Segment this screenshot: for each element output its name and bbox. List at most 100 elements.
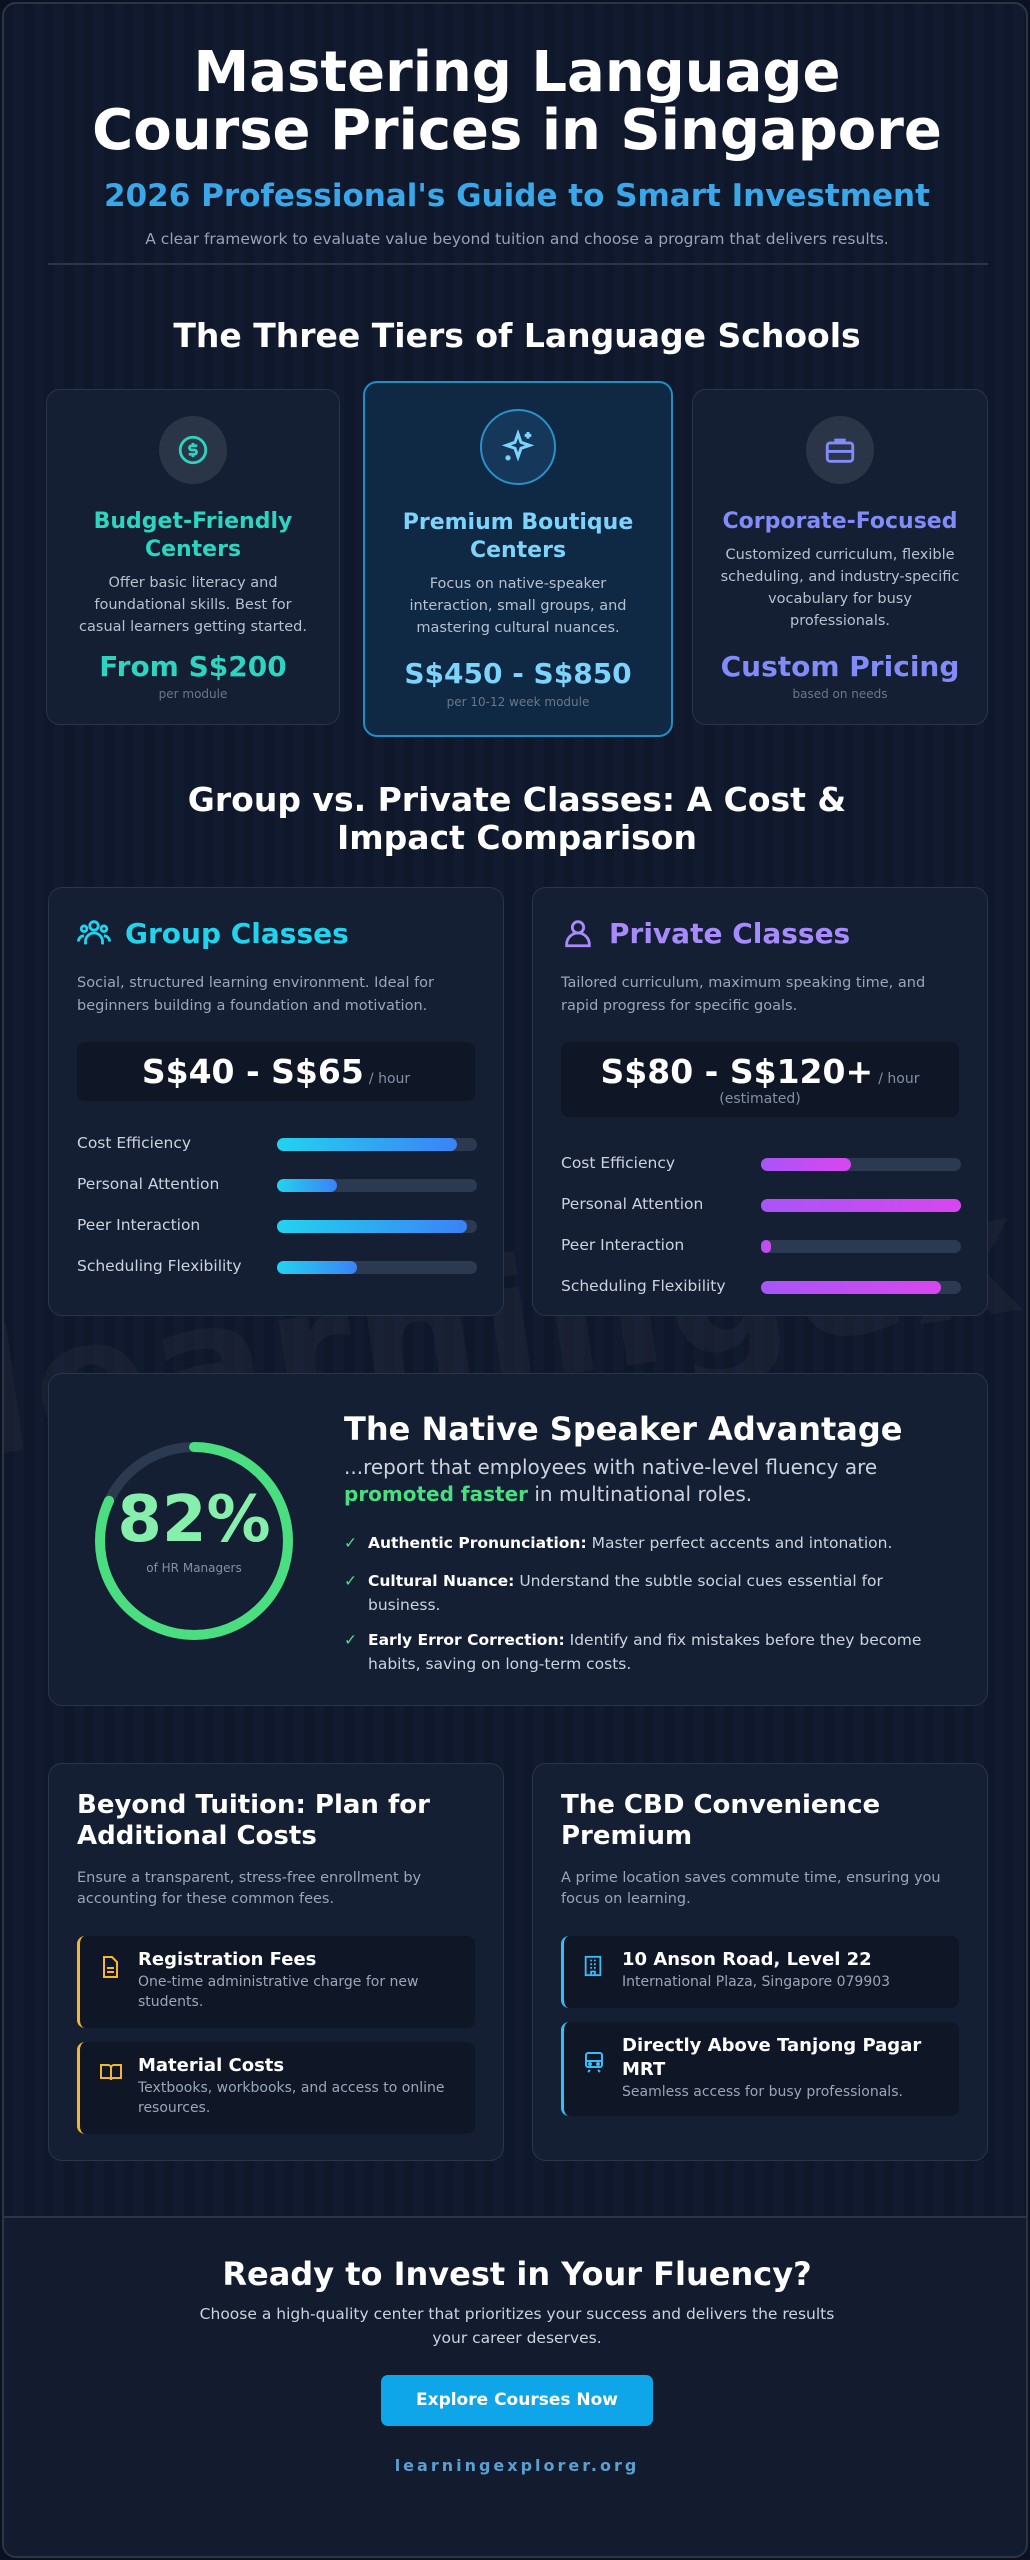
bar-label: Cost Efficiency bbox=[561, 1154, 676, 1172]
icon bbox=[178, 435, 208, 465]
item-title: Directly Above Tanjong Pagar MRT bbox=[622, 2035, 922, 2080]
bar-row: Scheduling Flexibility bbox=[77, 1257, 477, 1277]
tier-price: From S$200 bbox=[99, 650, 287, 683]
site-url[interactable]: learningexplorer.org bbox=[394, 2456, 640, 2475]
tier-description: Offer basic literacy and foundational sk… bbox=[79, 575, 307, 635]
tier-price-note: based on needs bbox=[792, 687, 888, 701]
bar-label: Scheduling Flexibility bbox=[77, 1257, 242, 1275]
ring-value bbox=[95, 1442, 293, 1640]
bar-track bbox=[277, 1261, 477, 1274]
tier-card: Corporate-Focused Customized curriculum,… bbox=[692, 389, 988, 725]
bar-row: Peer Interaction bbox=[561, 1236, 961, 1256]
tier-name: Budget-Friendly Centers bbox=[93, 509, 293, 562]
fee-item: Registration Fees One-time administrative… bbox=[77, 1936, 475, 2028]
bar-fill bbox=[277, 1138, 457, 1151]
icon bbox=[77, 920, 111, 945]
description: A clear framework to evaluate value beyo… bbox=[145, 230, 889, 248]
point-text: Understand the subtle social cues essent… bbox=[368, 1572, 883, 1614]
fee-item: Material Costs Textbooks, workbooks, and … bbox=[77, 2042, 475, 2134]
native-title: The Native Speaker Advantage bbox=[344, 1410, 903, 1448]
bar-row: Personal Attention bbox=[561, 1195, 961, 1215]
bar-fill bbox=[277, 1220, 467, 1233]
bar-fill bbox=[277, 1179, 337, 1192]
item-title: Material Costs bbox=[138, 2055, 285, 2076]
quote-text: in multinational roles. bbox=[534, 1482, 753, 1506]
bar-track bbox=[761, 1158, 961, 1171]
bar-row: Cost Efficiency bbox=[77, 1134, 477, 1154]
location-item: Directly Above Tanjong Pagar MRT Seamless… bbox=[561, 2022, 959, 2116]
card-title: Beyond Tuition: Plan for Additional Cost… bbox=[77, 1790, 430, 1851]
cta-description: Choose a high-quality center that priori… bbox=[199, 2305, 835, 2347]
cta-section: Ready to Invest in Your Fluency? Choose … bbox=[4, 2216, 1026, 2556]
icon bbox=[565, 920, 591, 948]
native-quote: ...report that employees with native-lev… bbox=[344, 1454, 944, 1508]
tier-name: Premium Boutique Centers bbox=[402, 510, 634, 563]
divider bbox=[48, 263, 988, 265]
price: S$80 - S$120+ bbox=[600, 1052, 874, 1091]
tier-card: Premium Boutique Centers Focus on native… bbox=[363, 381, 673, 737]
bar-fill bbox=[277, 1261, 357, 1274]
price: S$40 - S$65 bbox=[141, 1052, 364, 1091]
header: Mastering Language Course Prices in Sing… bbox=[84, 40, 950, 249]
bar-label: Scheduling Flexibility bbox=[561, 1277, 726, 1295]
comparison-card: Private Classes Tailored curriculum, max… bbox=[532, 887, 988, 1316]
stat-ring: 82% of HR Managers bbox=[95, 1442, 293, 1640]
tier-description: Focus on native-speaker interaction, sma… bbox=[409, 576, 627, 636]
bar-row: Cost Efficiency bbox=[561, 1154, 961, 1174]
tier-price-note: per module bbox=[158, 687, 228, 701]
card-description: A prime location saves commute time, ens… bbox=[561, 1870, 941, 1907]
point-label: Authentic Pronunciation: bbox=[368, 1534, 587, 1552]
quote-highlight: promoted faster bbox=[344, 1482, 528, 1506]
extras-card: The CBD Convenience Premium A prime loca… bbox=[532, 1763, 988, 2161]
location-item: 10 Anson Road, Level 22 International Pla… bbox=[561, 1936, 959, 2008]
card-description: Social, structured learning environment.… bbox=[77, 975, 435, 1014]
card-description: Ensure a transparent, stress-free enroll… bbox=[77, 1870, 422, 1907]
bar-label: Personal Attention bbox=[561, 1195, 704, 1213]
bar-label: Personal Attention bbox=[77, 1175, 220, 1193]
quote-text: ...report that employees with native-lev… bbox=[344, 1455, 878, 1479]
bar-track bbox=[277, 1138, 477, 1151]
native-card: 82% of HR Managers The Native Speaker Ad… bbox=[48, 1373, 988, 1706]
price-note: (estimated) bbox=[719, 1091, 801, 1107]
point-label: Early Error Correction: bbox=[368, 1631, 565, 1649]
bar-track bbox=[761, 1199, 961, 1212]
bar-row: Scheduling Flexibility bbox=[561, 1277, 961, 1297]
bar-label: Cost Efficiency bbox=[77, 1134, 192, 1152]
comparison-card: Group Classes Social, structured learnin… bbox=[48, 887, 504, 1316]
point-label: Cultural Nuance: bbox=[368, 1572, 515, 1590]
card-title: Private Classes bbox=[609, 916, 851, 950]
icon bbox=[501, 429, 535, 462]
price-box: S$80 - S$120+ / hour (estimated) bbox=[561, 1042, 959, 1117]
price-unit: / hour bbox=[368, 1071, 411, 1087]
bar-label: Peer Interaction bbox=[77, 1216, 201, 1234]
section-title: Group vs. Private Classes: A Cost & Impa… bbox=[187, 780, 847, 857]
point-text: Master perfect accents and intonation. bbox=[591, 1534, 893, 1552]
tier-description: Customized curriculum, flexible scheduli… bbox=[720, 547, 960, 629]
bar-row: Peer Interaction bbox=[77, 1216, 477, 1236]
icon bbox=[103, 1956, 118, 1978]
tier-price-note: per 10-12 week module bbox=[446, 695, 590, 709]
bar-fill bbox=[761, 1281, 941, 1294]
cta-button[interactable]: Explore Courses Now bbox=[381, 2375, 653, 2426]
point: Authentic Pronunciation: Master perfect … bbox=[344, 1531, 944, 1555]
main-title: Mastering Language Course Prices in Sing… bbox=[92, 40, 942, 163]
bar-fill bbox=[761, 1158, 851, 1171]
bar-fill bbox=[761, 1199, 961, 1212]
card-title: The CBD Convenience Premium bbox=[561, 1790, 881, 1851]
icon bbox=[825, 438, 855, 463]
point: Early Error Correction: Identify and fix… bbox=[344, 1628, 944, 1676]
icon bbox=[585, 2052, 603, 2073]
bar-track bbox=[761, 1281, 961, 1294]
item-text: Textbooks, workbooks, and access to onli… bbox=[138, 2080, 445, 2116]
tier-price: S$450 - S$850 bbox=[404, 657, 632, 690]
item-text: Seamless access for busy professionals. bbox=[622, 2084, 903, 2100]
icon bbox=[100, 2064, 122, 2081]
tier-price: Custom Pricing bbox=[720, 650, 960, 683]
extras-card: Beyond Tuition: Plan for Additional Cost… bbox=[48, 1763, 504, 2161]
section-title: The Three Tiers of Language Schools bbox=[173, 316, 861, 355]
item-text: International Plaza, Singapore 079903 bbox=[622, 1974, 891, 1990]
bar-track bbox=[761, 1240, 961, 1253]
tier-card: Budget-Friendly Centers Offer basic lite… bbox=[46, 389, 340, 725]
